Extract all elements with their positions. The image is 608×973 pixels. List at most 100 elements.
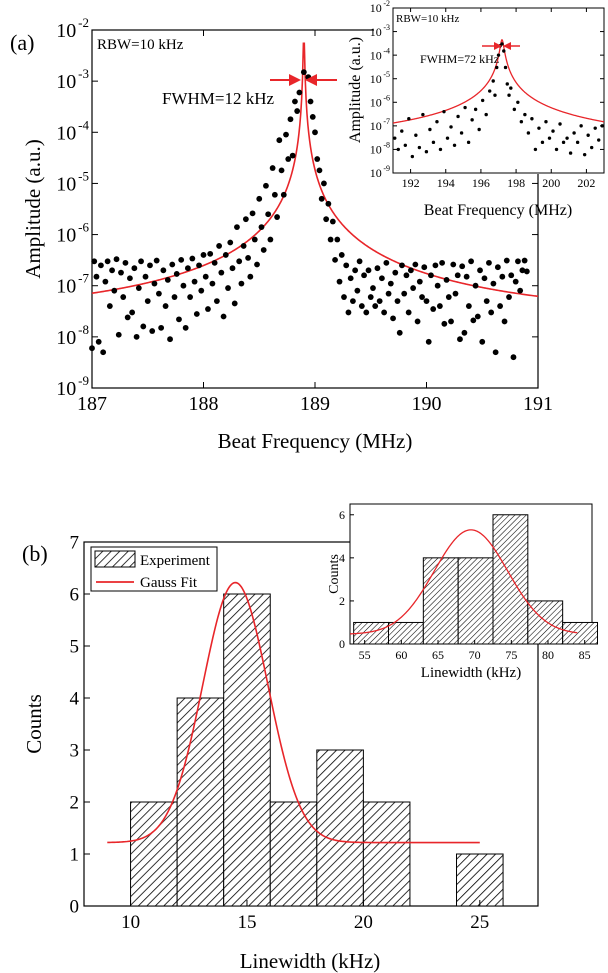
b-inset-x-tick-label: 75 [505,648,517,662]
a-main-data-point [517,287,524,294]
a-main-data-point [271,191,278,198]
a-inset-data-point [582,152,587,157]
b-main-y-tick-label: 0 [70,897,80,918]
a-main-y-tick-exponent: -5 [78,168,89,183]
a-main-data-point [477,267,483,274]
a-main-data-point [213,298,220,305]
panel-a-inset-x-axis: 192 194 196 198 200 202 [402,8,595,190]
panel-a-main-chart: 10-910-810-710-610-510-410-310-2 187 188 1… [10,15,553,453]
b-inset-y-tick-label: 4 [339,551,345,565]
b-inset-x-tick-label: 70 [469,648,481,662]
a-main-data-point [515,258,521,265]
a-main-data-point [222,252,229,258]
a-main-data-point [225,285,231,291]
a-main-data-point [372,303,379,309]
a-main-data-point [149,328,156,334]
a-inset-y-tick-label: 10 [370,95,382,109]
a-main-data-point [249,210,256,217]
a-inset-data-point [480,98,485,103]
a-inset-data-point [442,109,446,114]
a-main-data-point [338,252,345,258]
a-main-data-point [147,262,153,269]
a-inset-y-tick-exponent: -9 [383,164,390,173]
a-main-data-point [287,116,294,123]
a-main-data-point [231,300,238,307]
a-inset-data-point [575,140,580,145]
panel-b-x-axis-label: Linewidth (kHz) [240,949,381,973]
a-inset-data-point [537,126,541,130]
panel-a-fwhm-arrows [270,74,337,86]
a-main-data-point [423,298,430,305]
b-inset-x-tick-label: 55 [359,648,371,662]
b-inset-x-tick-label: 65 [432,648,444,662]
b-inset-y-tick-label: 6 [339,508,345,522]
a-main-data-point [184,265,191,272]
a-inset-data-point [526,131,531,135]
a-inset-y-tick-exponent: -5 [383,70,390,79]
a-main-data-point [178,256,185,263]
a-main-data-point [91,258,98,265]
a-main-data-point [229,265,236,272]
a-main-data-point [443,276,450,283]
a-main-data-point [361,272,367,279]
a-main-data-point [102,278,109,285]
a-main-data-point [506,294,512,300]
a-main-data-point [519,267,526,274]
b-main-histogram-bar [130,801,178,907]
a-main-data-point [267,236,274,243]
a-inset-data-point [568,151,573,155]
a-inset-data-point [403,143,408,147]
a-inset-data-point [503,65,508,70]
panel-a-inset-plot-frame [392,7,605,174]
a-main-data-point [180,282,187,289]
a-main-data-point [383,259,390,266]
a-main-data-point [385,290,392,297]
panel-a-label: (a) [10,30,34,55]
a-main-data-point [258,224,265,231]
a-main-data-point [171,294,178,300]
a-main-data-point [167,336,173,343]
a-main-data-point [432,262,439,269]
panel-b-inset-y-axis-label: Counts [327,554,342,594]
a-main-data-point [345,309,352,316]
a-main-data-point [118,269,124,276]
a-main-data-point [151,280,158,287]
a-main-data-point [247,273,254,280]
a-inset-data-point [507,93,511,97]
a-main-data-point [481,275,488,282]
b-inset-histogram-bar [527,600,564,645]
a-inset-data-point [396,147,400,152]
a-main-data-point [207,250,214,257]
a-main-data-point [452,290,459,297]
a-main-data-point [89,345,95,352]
a-inset-data-point [544,120,548,124]
panel-b-inset-histogram-bars [353,514,598,645]
b-inset-histogram-bar [388,621,424,645]
a-main-data-point [289,152,296,159]
a-inset-x-tick-label: 194 [437,176,455,190]
a-main-data-point [474,313,481,320]
a-inset-data-point [466,140,471,145]
a-main-data-point [510,354,517,361]
a-main-data-point [187,294,194,300]
a-main-y-tick-label: 10 [56,122,76,144]
a-main-data-point [419,294,425,300]
a-main-y-tick-exponent: -8 [78,322,89,337]
a-main-data-point [209,280,216,287]
a-inset-x-tick-label: 200 [542,176,560,190]
a-main-data-point [350,298,356,305]
a-main-data-point [425,338,432,345]
a-main-data-point [523,268,530,275]
a-main-data-point [95,338,102,345]
a-main-data-point [390,315,396,322]
panel-a-inset-data-points [393,42,604,159]
panel-b-label: (b) [22,541,48,566]
a-main-data-point [164,276,171,283]
b-inset-y-tick-label: 2 [339,594,345,608]
a-main-data-point [434,282,441,289]
a-inset-data-point [463,105,467,110]
a-main-data-point [218,269,225,276]
a-inset-y-tick-label: 10 [370,119,382,133]
a-main-y-tick-label: 10 [56,327,76,349]
a-inset-y-tick-exponent: -3 [383,23,390,32]
